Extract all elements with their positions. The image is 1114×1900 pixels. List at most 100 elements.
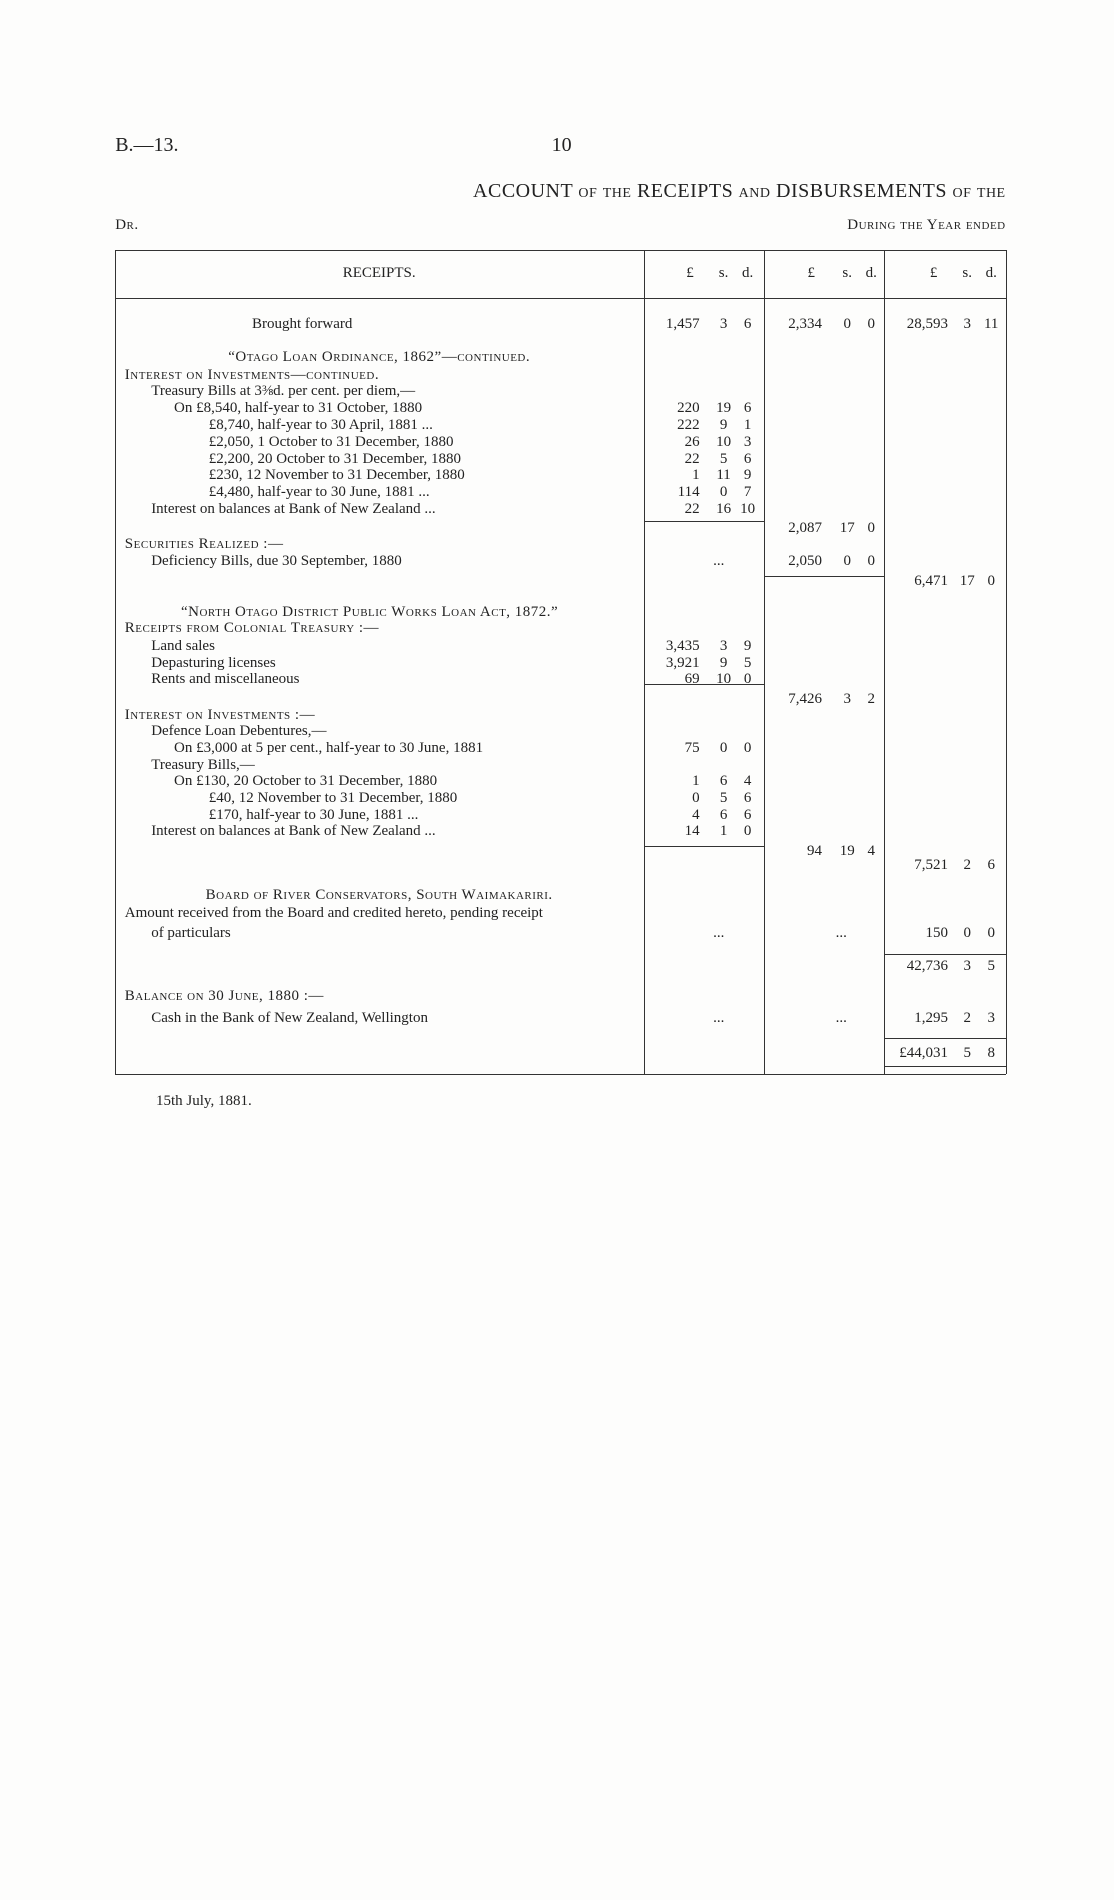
amount: ... [835,924,847,941]
rule [884,954,1006,955]
rule [115,297,1006,299]
row-label: Depasturing licenses [151,654,276,671]
amount-shillings: 17 [839,520,855,537]
rule [115,1074,1006,1075]
amount-pence: 6 [743,790,752,807]
amount-shillings: 6 [719,773,728,790]
amount-shillings: 0 [719,739,728,756]
row-label: Interest on Investments—continued. [124,366,380,383]
row-label: Receipts from Colonial Treasury :— [124,619,380,636]
row-label: £8,740, half-year to 30 April, 1881 ... [208,417,433,433]
amount-pence: 4 [867,843,875,859]
rule [884,1065,1006,1067]
amount-pence: 6 [987,857,995,874]
amount-pence: 10 [740,501,756,517]
amount-shillings: 16 [716,501,732,517]
rule [884,1038,1006,1039]
amount-pence: 4 [743,773,752,790]
amount-pence: 0 [867,552,875,569]
column-header: s. [718,264,729,281]
row-label: Cash in the Bank of New Zealand, Welling… [151,1009,428,1026]
section-code: B.—13. [115,134,179,157]
column-header: RECEIPTS. [342,264,416,281]
amount-pounds: 3,921 [665,654,700,671]
amount-pounds: 22 [684,501,700,517]
amount-shillings: 11 [716,467,731,484]
amount-shillings: 3 [719,316,728,333]
amount-shillings: 9 [719,654,728,671]
amount: ... [835,1009,847,1026]
amount-shillings: 10 [716,433,732,450]
rule [764,576,885,577]
amount-pence: 3 [987,1009,995,1026]
amount-pounds: 114 [677,484,700,501]
amount-pounds: 42,736 [906,958,948,975]
row-label: £40, 12 November to 31 December, 1880 [208,790,458,807]
amount-shillings: 0 [843,552,851,569]
amount-pence: 9 [743,637,752,654]
row-label: £230, 12 November to 31 December, 1880 [208,467,465,484]
amount-shillings: 3 [963,958,971,975]
row-label: Defence Loan Debentures,— [151,723,327,739]
row-label: Treasury Bills at 3⅜d. per cent. per die… [151,383,416,400]
amount-pence: 6 [743,316,752,333]
amount-pence: 0 [743,739,752,756]
amount-shillings: 3 [843,690,851,707]
row-label: Rents and miscellaneous [151,671,300,688]
amount-shillings: 5 [719,450,728,467]
amount-pounds: 2,087 [788,520,822,537]
amount-pounds: 22 [684,450,700,467]
amount-pounds: 7,521 [914,857,948,874]
row-label: Interest on Investments :— [124,707,316,724]
row-label: Board of River Conservators, South Waima… [205,887,553,904]
amount-pounds: 150 [925,924,949,941]
rule [644,684,765,685]
amount-pence: 1 [743,417,752,433]
row-label: Amount received from the Board and credi… [124,905,543,922]
row-label: Land sales [151,637,215,654]
column-header: s. [842,264,852,281]
row-label: Securities Realized :— [124,535,284,552]
amount-shillings: 19 [716,400,732,417]
amount-pence: 6 [743,450,752,467]
row-label: of particulars [151,924,231,941]
column-rule [1005,249,1007,1074]
amount-pence: 0 [867,316,875,333]
amount-pence: 6 [743,807,752,823]
rule [115,249,1006,251]
amount-shillings: 3 [963,316,971,333]
period-label: During the Year ended [847,216,1006,233]
amount-pounds: 0 [692,790,700,807]
amount: ... [713,552,725,569]
amount-pounds: 7,426 [788,690,822,707]
row-label: £2,050, 1 October to 31 December, 1880 [208,433,454,450]
column-header: d. [865,264,877,281]
amount-pounds: £44,031 [899,1044,948,1061]
amount-pounds: 222 [677,417,700,433]
row-label: On £130, 20 October to 31 December, 1880 [174,773,438,790]
amount-shillings: 0 [843,316,851,333]
row-label: “North Otago District Public Works Loan … [180,604,559,621]
amount-pence: 3 [743,433,752,450]
amount-shillings: 10 [716,671,732,688]
row-label: Treasury Bills,— [151,756,255,773]
column-header: £ [807,264,815,281]
account-title: ACCOUNT of the RECEIPTS and DISBURSEMENT… [473,180,1006,202]
amount-shillings: 19 [839,843,855,859]
row-label: Interest on balances at Bank of New Zeal… [151,822,436,839]
amount-pounds: 1,295 [914,1009,948,1026]
amount-pounds: 28,593 [906,316,948,333]
amount-pounds: 14 [684,822,700,839]
amount-shillings: 6 [719,807,728,823]
amount-shillings: 2 [963,1009,971,1026]
column-header: d. [985,264,997,281]
column-header: s. [962,264,972,281]
amount-pounds: 220 [677,400,700,417]
amount-pence: 0 [987,573,995,589]
amount-pounds: 75 [684,739,700,756]
amount-pounds: 1 [692,773,700,790]
amount-shillings: 2 [963,857,971,874]
row-label: £2,200, 20 October to 31 December, 1880 [208,450,462,467]
row-label: On £8,540, half-year to 31 October, 1880 [174,400,423,417]
amount-pounds: 1 [692,467,700,484]
